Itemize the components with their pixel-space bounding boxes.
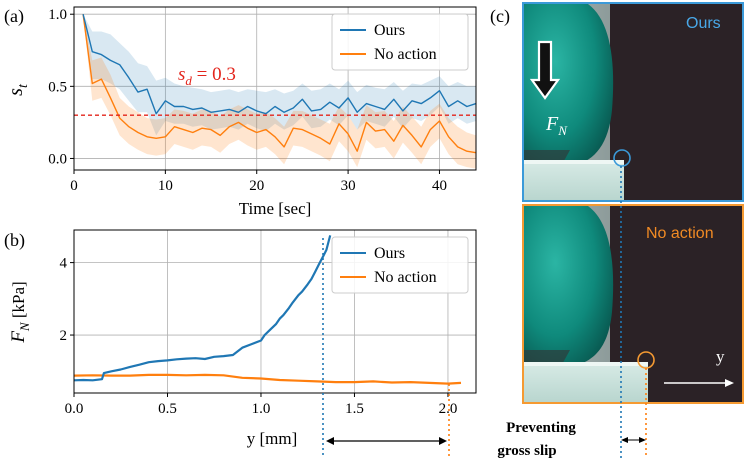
chart-a-ticks bbox=[70, 13, 440, 174]
panel-label-b: (b) bbox=[4, 230, 25, 251]
chart-a-tick-labels: 0 10 20 30 40 0.0 0.5 1.0 bbox=[48, 7, 447, 194]
force-arrow bbox=[529, 40, 561, 100]
chart-a-threshold-label: sd = 0.3 bbox=[178, 64, 236, 88]
chart-b-ticks bbox=[70, 262, 449, 397]
threshold-symbol: s bbox=[178, 64, 185, 85]
photo-ours-label: Ours bbox=[686, 15, 721, 32]
slip-distance-arrow bbox=[326, 437, 447, 445]
chart-a: 0 10 20 30 400.00.51.0 sd = 0.3 Time [sec] s… bbox=[5, 6, 477, 218]
chart-b-tick-labels: 0.0 0.5 1.0 1.5 2.0 2 4 bbox=[60, 256, 458, 417]
a-ytick-label-1: 0.5 bbox=[48, 79, 67, 95]
a-xtick-label-2: 20 bbox=[249, 178, 264, 194]
photo-ours-border bbox=[522, 2, 744, 202]
a-xtick-label-3: 30 bbox=[341, 178, 356, 194]
b-ytick-label-1: 4 bbox=[60, 256, 68, 272]
ylabel-b-unit: [kPa] bbox=[9, 281, 28, 322]
b-xtick-label-3: 1.5 bbox=[345, 401, 364, 417]
a-band-ours bbox=[83, 14, 476, 136]
threshold-value: = 0.3 bbox=[192, 64, 236, 85]
force-subscript: N bbox=[557, 123, 568, 138]
annotation-line2: gross slip bbox=[497, 443, 556, 459]
photo-axis-label: y bbox=[716, 347, 725, 366]
legend-b-ours-label: Ours bbox=[374, 245, 405, 262]
chart-a-ylabel: st bbox=[5, 83, 31, 96]
chart-a-xlabel: Time [sec] bbox=[239, 199, 312, 218]
b-line-noaction bbox=[73, 373, 462, 385]
a-xtick-label-1: 10 bbox=[158, 178, 173, 194]
a-ytick-label-0: 0.0 bbox=[48, 151, 67, 167]
chart-b-frame bbox=[73, 229, 477, 394]
a-xtick-label-4: 40 bbox=[432, 178, 447, 194]
photo-ours bbox=[524, 4, 742, 200]
a-band-noaction bbox=[83, 14, 476, 169]
b-line-ours bbox=[73, 235, 332, 382]
b-xtick-label-4: 2.0 bbox=[439, 401, 458, 417]
photo-noaction-border bbox=[522, 204, 744, 404]
ylabel-b-symbol: F bbox=[8, 331, 29, 344]
chart-b-legend-box bbox=[331, 236, 469, 294]
force-label: FN bbox=[545, 113, 568, 138]
panel-label-a: (a) bbox=[4, 6, 24, 27]
chart-b-xlabel: y [mm] bbox=[247, 429, 298, 448]
chart-b-series bbox=[73, 235, 462, 385]
force-symbol: F bbox=[545, 113, 559, 135]
chart-a-legend-box bbox=[331, 13, 469, 71]
contact-marker-ours bbox=[613, 149, 631, 167]
b-ytick-label-0: 2 bbox=[60, 328, 68, 344]
photo-noaction-label: No action bbox=[646, 225, 714, 242]
gross-slip-arrow bbox=[621, 437, 646, 443]
panel-label-c: (c) bbox=[490, 6, 510, 27]
chart-a-frame bbox=[73, 6, 477, 171]
b-xtick-label-2: 1.0 bbox=[252, 401, 271, 417]
legend-a-noaction-label: No action bbox=[374, 46, 437, 63]
b-xtick-label-0: 0.0 bbox=[65, 401, 84, 417]
chart-a-series bbox=[82, 14, 477, 154]
legend-b-noaction-label: No action bbox=[374, 269, 437, 286]
b-xtick-label-1: 0.5 bbox=[158, 401, 177, 417]
ylabel-a-symbol: s bbox=[5, 88, 27, 96]
chart-b-ylabel: FN [kPa] bbox=[8, 281, 32, 343]
threshold-subscript: d bbox=[185, 73, 192, 88]
chart-b-legend: Ours No action bbox=[331, 236, 469, 294]
a-xtick-label-0: 0 bbox=[70, 178, 78, 194]
a-line-ours bbox=[82, 14, 477, 115]
chart-b: 0.0 0.5 1.0 1.5 2.0 2 4 y [mm] FN [kPa] Ours N… bbox=[8, 229, 477, 448]
a-line-noaction bbox=[82, 14, 477, 154]
a-ytick-label-2: 1.0 bbox=[48, 7, 67, 23]
ylabel-b-subscript: N bbox=[17, 321, 32, 332]
annotation-line1: Preventing bbox=[506, 420, 576, 436]
ylabel-a-subscript: t bbox=[16, 83, 31, 88]
legend-a-ours-label: Ours bbox=[374, 22, 405, 39]
photo-axis-arrow bbox=[664, 379, 734, 387]
photo-noaction bbox=[524, 206, 742, 402]
chart-a-legend: Ours No action bbox=[331, 13, 469, 71]
chart-a-bands bbox=[83, 14, 476, 169]
